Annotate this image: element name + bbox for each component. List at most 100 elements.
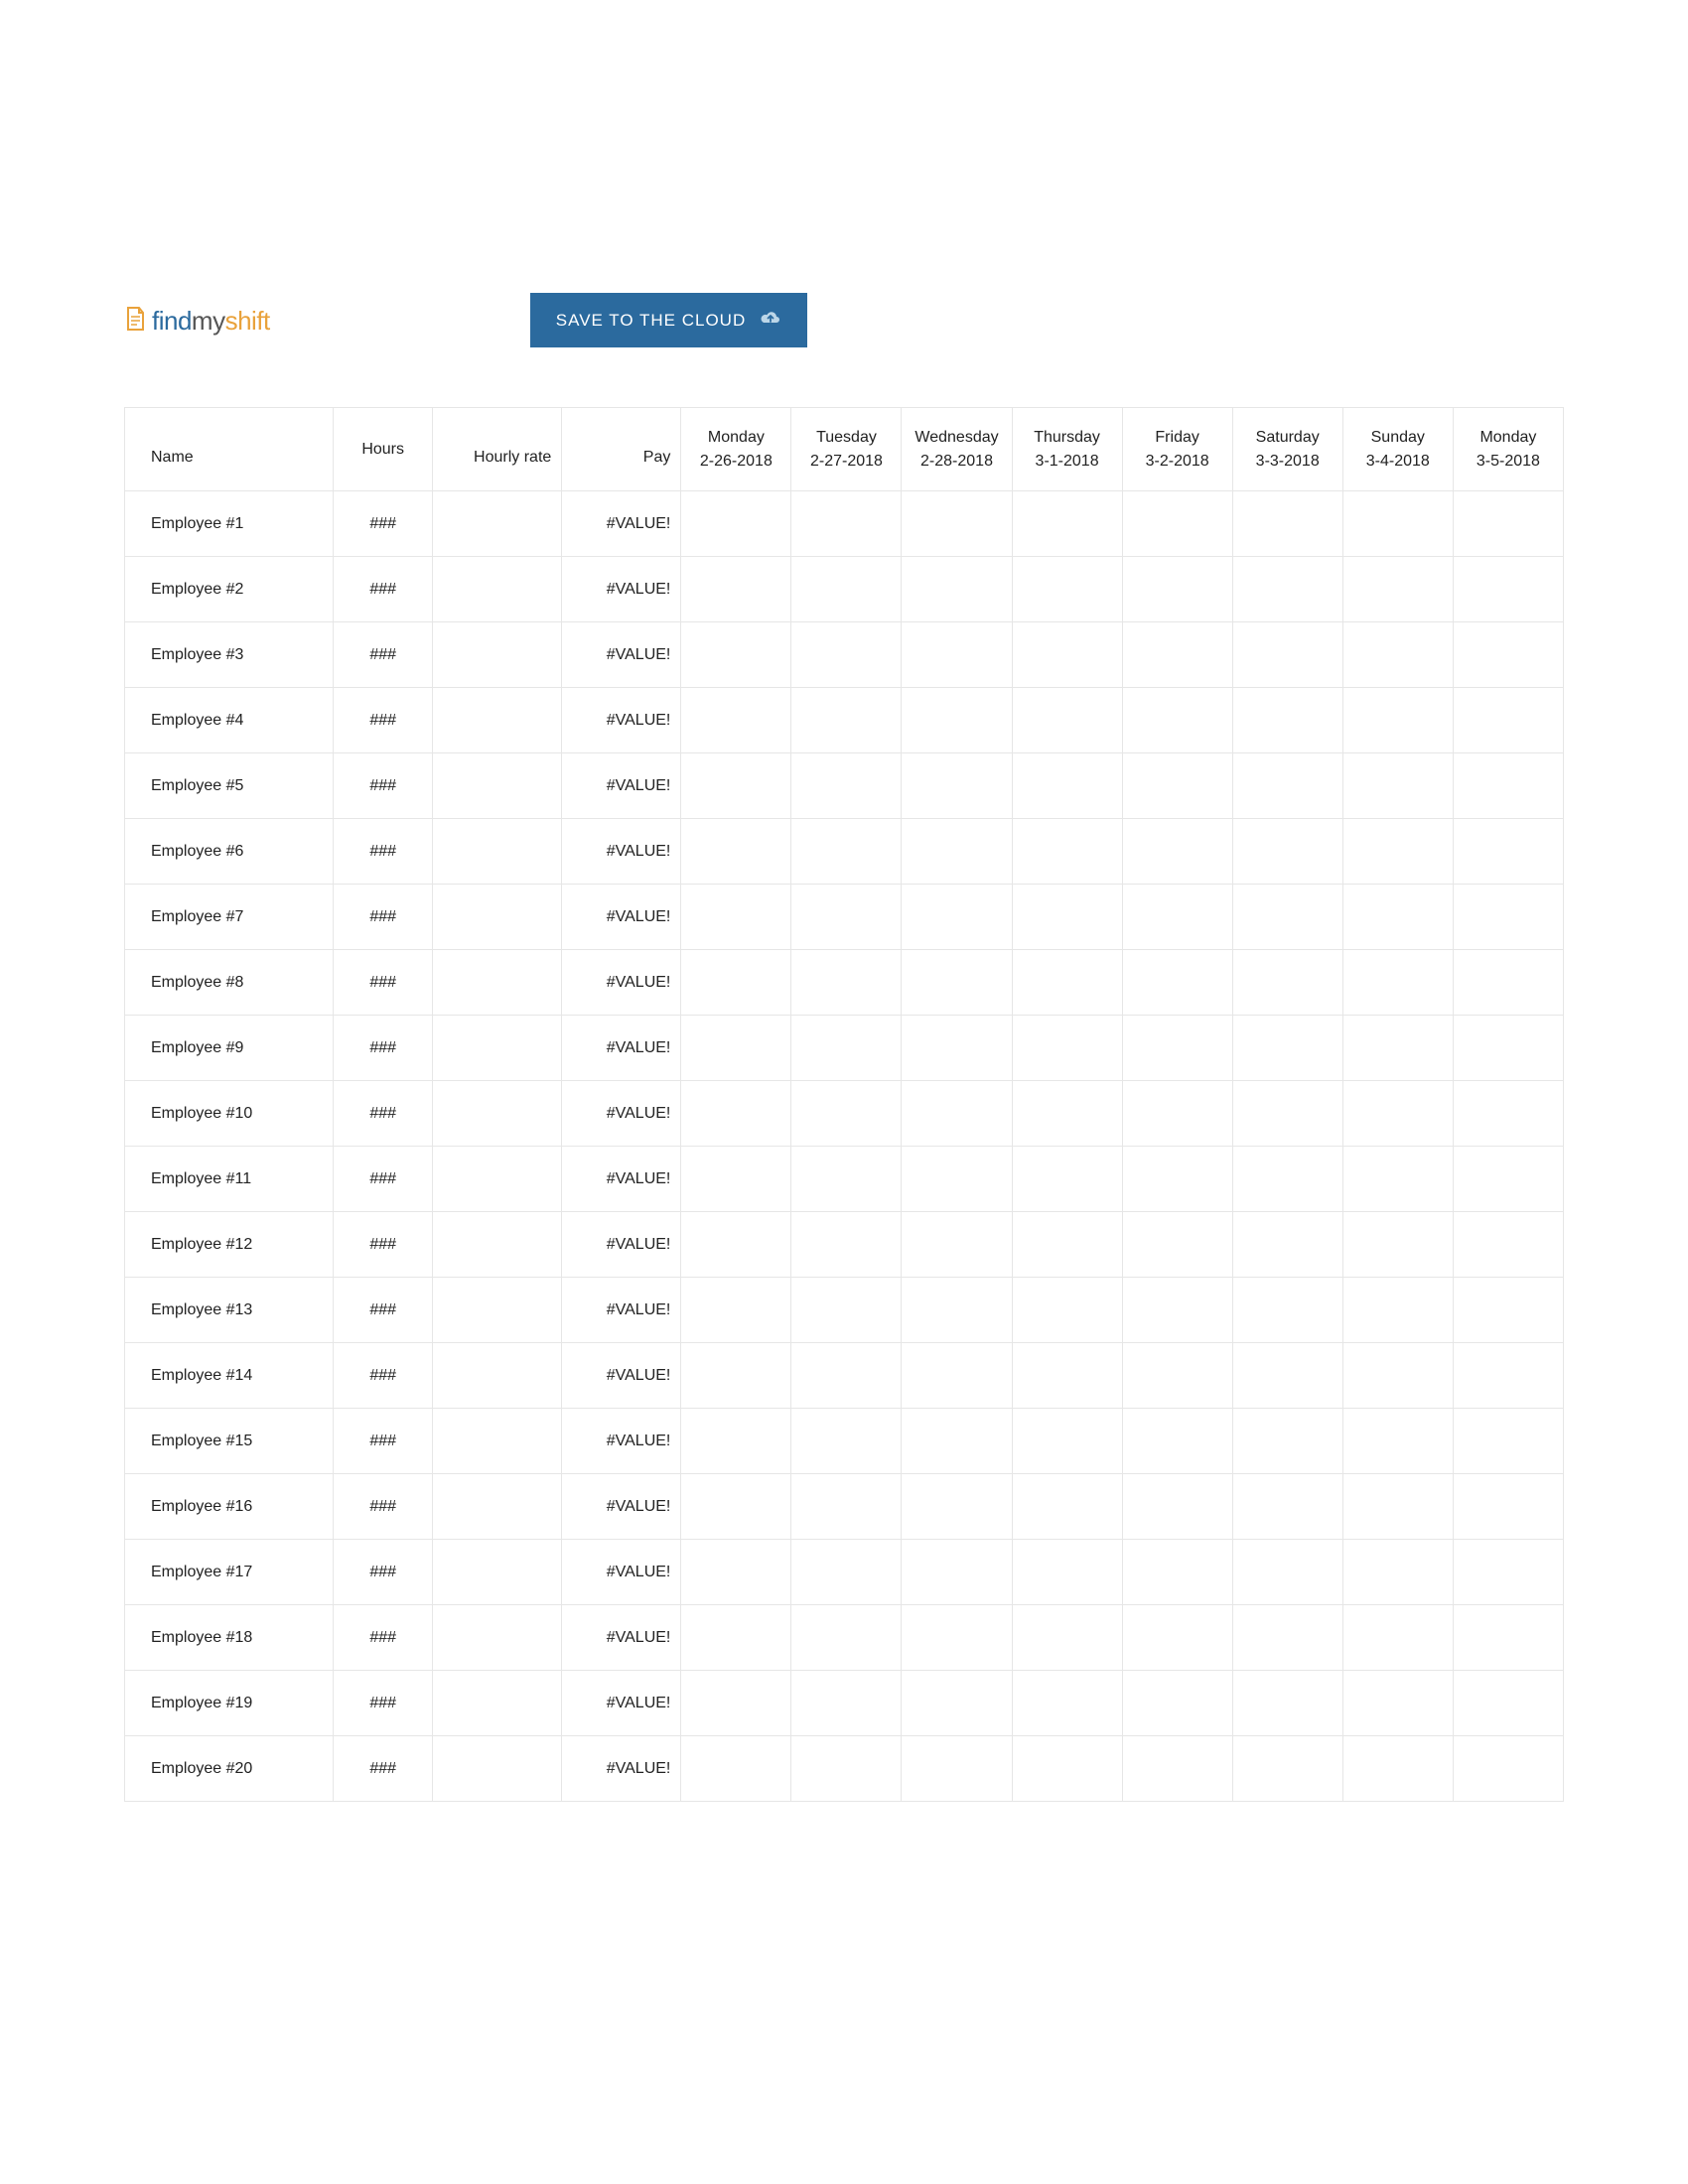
cell-pay[interactable]: #VALUE!	[562, 885, 681, 950]
cell-day[interactable]	[1012, 688, 1122, 753]
table-row[interactable]: Employee #16####VALUE!	[125, 1474, 1564, 1540]
cell-rate[interactable]	[433, 1409, 562, 1474]
cell-day[interactable]	[1232, 1278, 1342, 1343]
cell-rate[interactable]	[433, 1081, 562, 1147]
cell-day[interactable]	[902, 1212, 1012, 1278]
cell-day[interactable]	[1012, 1736, 1122, 1802]
cell-day[interactable]	[1453, 1409, 1563, 1474]
cell-day[interactable]	[902, 1278, 1012, 1343]
cell-rate[interactable]	[433, 1474, 562, 1540]
cell-day[interactable]	[681, 1016, 791, 1081]
cell-day[interactable]	[1122, 1343, 1232, 1409]
table-row[interactable]: Employee #18####VALUE!	[125, 1605, 1564, 1671]
cell-day[interactable]	[1453, 1212, 1563, 1278]
cell-pay[interactable]: #VALUE!	[562, 1343, 681, 1409]
cell-name[interactable]: Employee #10	[125, 1081, 334, 1147]
cell-day[interactable]	[1122, 557, 1232, 622]
cell-hours[interactable]: ###	[334, 1081, 433, 1147]
cell-rate[interactable]	[433, 950, 562, 1016]
cell-day[interactable]	[1342, 491, 1453, 557]
cell-day[interactable]	[791, 1736, 902, 1802]
cell-day[interactable]	[1012, 1605, 1122, 1671]
cell-day[interactable]	[1122, 1540, 1232, 1605]
cell-day[interactable]	[1232, 1736, 1342, 1802]
cell-day[interactable]	[681, 1147, 791, 1212]
cell-day[interactable]	[681, 622, 791, 688]
cell-hours[interactable]: ###	[334, 1343, 433, 1409]
cell-day[interactable]	[791, 1278, 902, 1343]
cell-day[interactable]	[1012, 557, 1122, 622]
table-row[interactable]: Employee #7####VALUE!	[125, 885, 1564, 950]
cell-day[interactable]	[681, 1474, 791, 1540]
cell-day[interactable]	[1232, 1147, 1342, 1212]
cell-day[interactable]	[1342, 885, 1453, 950]
cell-day[interactable]	[1232, 622, 1342, 688]
cell-day[interactable]	[1232, 1081, 1342, 1147]
table-row[interactable]: Employee #1####VALUE!	[125, 491, 1564, 557]
cell-day[interactable]	[1012, 1474, 1122, 1540]
cell-day[interactable]	[1122, 885, 1232, 950]
cell-pay[interactable]: #VALUE!	[562, 1081, 681, 1147]
cell-day[interactable]	[902, 1081, 1012, 1147]
cell-day[interactable]	[1453, 1671, 1563, 1736]
cell-name[interactable]: Employee #16	[125, 1474, 334, 1540]
cell-hours[interactable]: ###	[334, 1736, 433, 1802]
cell-hours[interactable]: ###	[334, 1212, 433, 1278]
cell-day[interactable]	[902, 819, 1012, 885]
cell-rate[interactable]	[433, 753, 562, 819]
cell-hours[interactable]: ###	[334, 819, 433, 885]
cell-day[interactable]	[1453, 1474, 1563, 1540]
cell-day[interactable]	[902, 1474, 1012, 1540]
cell-day[interactable]	[1342, 950, 1453, 1016]
cell-rate[interactable]	[433, 491, 562, 557]
cell-day[interactable]	[681, 885, 791, 950]
cell-day[interactable]	[791, 1212, 902, 1278]
cell-day[interactable]	[1122, 622, 1232, 688]
cell-name[interactable]: Employee #15	[125, 1409, 334, 1474]
cell-day[interactable]	[1342, 1409, 1453, 1474]
cell-rate[interactable]	[433, 1343, 562, 1409]
cell-hours[interactable]: ###	[334, 1671, 433, 1736]
cell-day[interactable]	[1453, 688, 1563, 753]
cell-rate[interactable]	[433, 622, 562, 688]
cell-day[interactable]	[1453, 1147, 1563, 1212]
cell-day[interactable]	[902, 1409, 1012, 1474]
cell-day[interactable]	[1232, 1016, 1342, 1081]
table-row[interactable]: Employee #6####VALUE!	[125, 819, 1564, 885]
cell-hours[interactable]: ###	[334, 885, 433, 950]
cell-rate[interactable]	[433, 819, 562, 885]
table-row[interactable]: Employee #10### #VALUE!	[125, 1081, 1564, 1147]
cell-hours[interactable]: ###	[334, 688, 433, 753]
cell-day[interactable]	[1342, 819, 1453, 885]
cell-day[interactable]	[791, 1671, 902, 1736]
cell-day[interactable]	[902, 1605, 1012, 1671]
cell-rate[interactable]	[433, 1540, 562, 1605]
cell-day[interactable]	[1342, 557, 1453, 622]
cell-day[interactable]	[1122, 1474, 1232, 1540]
cell-day[interactable]	[791, 1474, 902, 1540]
cell-rate[interactable]	[433, 1736, 562, 1802]
cell-day[interactable]	[1012, 1671, 1122, 1736]
cell-day[interactable]	[902, 1147, 1012, 1212]
cell-rate[interactable]	[433, 1671, 562, 1736]
cell-day[interactable]	[1012, 1343, 1122, 1409]
cell-day[interactable]	[1453, 753, 1563, 819]
cell-day[interactable]	[681, 950, 791, 1016]
cell-pay[interactable]: #VALUE!	[562, 753, 681, 819]
table-row[interactable]: Employee #5####VALUE!	[125, 753, 1564, 819]
cell-day[interactable]	[1342, 622, 1453, 688]
cell-day[interactable]	[1342, 1343, 1453, 1409]
cell-day[interactable]	[1342, 753, 1453, 819]
cell-name[interactable]: Employee #4	[125, 688, 334, 753]
cell-day[interactable]	[1232, 1671, 1342, 1736]
cell-day[interactable]	[902, 885, 1012, 950]
cell-day[interactable]	[902, 491, 1012, 557]
cell-day[interactable]	[1453, 491, 1563, 557]
cell-day[interactable]	[1122, 1147, 1232, 1212]
cell-day[interactable]	[1012, 950, 1122, 1016]
cell-hours[interactable]: ###	[334, 1474, 433, 1540]
cell-day[interactable]	[902, 557, 1012, 622]
cell-day[interactable]	[1342, 1081, 1453, 1147]
cell-day[interactable]	[1342, 1016, 1453, 1081]
cell-name[interactable]: Employee #9	[125, 1016, 334, 1081]
